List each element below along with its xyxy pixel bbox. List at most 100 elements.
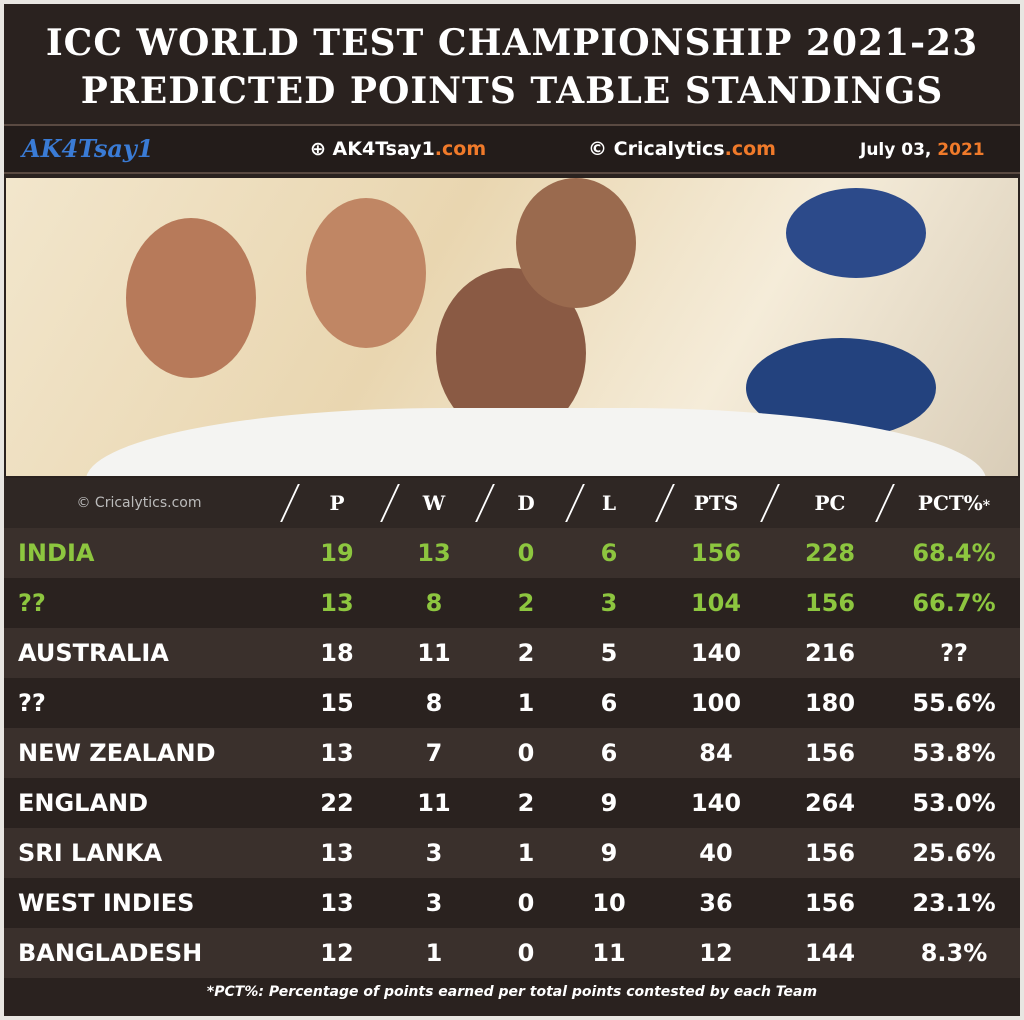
table-row: ?? 13 8 2 3 104 156 66.7% bbox=[4, 578, 1020, 628]
table-cell: 0 bbox=[517, 939, 535, 967]
table-cell: 13 bbox=[320, 889, 354, 917]
table-cell: 0 bbox=[517, 889, 535, 917]
table-cell: 228 bbox=[804, 539, 856, 567]
table-cell: 9 bbox=[600, 789, 618, 817]
column-header: L bbox=[601, 491, 617, 515]
table-row: ?? 15 8 1 6 100 180 55.6% bbox=[4, 678, 1020, 728]
table-cell: 264 bbox=[804, 789, 856, 817]
table-row: WEST INDIES 13 3 0 10 36 156 23.1% bbox=[4, 878, 1020, 928]
table-cell: 7 bbox=[425, 739, 443, 767]
table-cell: 13 bbox=[320, 739, 354, 767]
team-name: INDIA bbox=[18, 539, 95, 567]
team-name: SRI LANKA bbox=[18, 839, 163, 867]
date-day: July 03, bbox=[860, 140, 932, 160]
table-cell: 8.3% bbox=[920, 939, 988, 967]
table-row: BANGLADESH 12 1 0 11 12 144 8.3% bbox=[4, 928, 1020, 978]
table-cell: 84 bbox=[699, 739, 733, 767]
table-cell: 36 bbox=[699, 889, 733, 917]
table-cell: 12 bbox=[699, 939, 733, 967]
table-cell: 19 bbox=[320, 539, 354, 567]
table-cell: 0 bbox=[517, 739, 535, 767]
table-cell: 156 bbox=[804, 889, 856, 917]
table-cell: 9 bbox=[600, 839, 618, 867]
table-row: ENGLAND 22 11 2 9 140 264 53.0% bbox=[4, 778, 1020, 828]
table-cell: 25.6% bbox=[912, 839, 996, 867]
team-name: ?? bbox=[18, 589, 46, 617]
footnote: *PCT%: Percentage of points earned per t… bbox=[206, 984, 818, 1000]
team-name: NEW ZEALAND bbox=[18, 739, 216, 767]
table-cell: 1 bbox=[517, 839, 535, 867]
table-cell: 2 bbox=[517, 789, 535, 817]
column-header: W bbox=[422, 491, 446, 515]
table-cell: 55.6% bbox=[912, 689, 996, 717]
table-cell: 40 bbox=[699, 839, 733, 867]
table-cell: 144 bbox=[804, 939, 856, 967]
credit-symbol: © bbox=[588, 138, 607, 160]
table-row: NEW ZEALAND 13 7 0 6 84 156 53.8% bbox=[4, 728, 1020, 778]
column-header: PCT%* bbox=[917, 491, 991, 515]
table-body: INDIA 19 13 0 6 156 228 68.4%?? 13 8 2 3 104 156 66.7%… bbox=[4, 528, 1020, 980]
credit-suffix: .com bbox=[724, 138, 776, 160]
table-cell: 8 bbox=[425, 689, 443, 717]
table-cell: 8 bbox=[425, 589, 443, 617]
team-name: WEST INDIES bbox=[18, 889, 195, 917]
watermark: © Cricalytics.com bbox=[76, 495, 202, 511]
table-cell: 13 bbox=[417, 539, 451, 567]
table-cell: 2 bbox=[517, 639, 535, 667]
table-cell: 1 bbox=[517, 689, 535, 717]
column-header: P bbox=[329, 491, 345, 515]
team-name: BANGLADESH bbox=[18, 939, 203, 967]
table-cell: 3 bbox=[425, 889, 443, 917]
table-cell: 11 bbox=[417, 789, 451, 817]
table-cell: 23.1% bbox=[912, 889, 996, 917]
title-line: ICC WORLD TEST CHAMPIONSHIP 2021-23 bbox=[45, 22, 979, 64]
table-cell: ?? bbox=[940, 639, 968, 667]
table-cell: 6 bbox=[600, 739, 618, 767]
table-cell: 53.0% bbox=[912, 789, 996, 817]
table-cell: 3 bbox=[425, 839, 443, 867]
table-cell: 1 bbox=[425, 939, 443, 967]
table-cell: 11 bbox=[592, 939, 626, 967]
table-cell: 53.8% bbox=[912, 739, 996, 767]
table-header: © Cricalytics.com P W D L PTS PC PCT%* bbox=[4, 478, 1020, 528]
team-name: ENGLAND bbox=[18, 789, 149, 817]
table-row: AUSTRALIA 18 11 2 5 140 216?? bbox=[4, 628, 1020, 678]
table-cell: 66.7% bbox=[912, 589, 996, 617]
column-header: D bbox=[517, 491, 535, 515]
date-year: 2021 bbox=[937, 140, 985, 160]
table-cell: 156 bbox=[804, 739, 856, 767]
logo: AK4Tsay1 bbox=[22, 134, 154, 163]
site: ⊕ AK4Tsay1.com bbox=[310, 138, 487, 160]
table-cell: 216 bbox=[804, 639, 856, 667]
infographic: ICC WORLD TEST CHAMPIONSHIP 2021-23 PRED… bbox=[4, 4, 1020, 1016]
table-cell: 0 bbox=[517, 539, 535, 567]
team-name: ?? bbox=[18, 689, 46, 717]
table-cell: 5 bbox=[600, 639, 618, 667]
team-photo bbox=[6, 178, 1018, 476]
table-cell: 13 bbox=[320, 839, 354, 867]
table-cell: 104 bbox=[690, 589, 742, 617]
date: July 03, 2021 bbox=[860, 140, 985, 160]
table-row: SRI LANKA 13 3 1 9 40 156 25.6% bbox=[4, 828, 1020, 878]
pct-mark: * bbox=[982, 498, 991, 514]
team-name: AUSTRALIA bbox=[18, 639, 169, 667]
table-cell: 140 bbox=[690, 639, 742, 667]
table-cell: 156 bbox=[804, 589, 856, 617]
table-cell: 68.4% bbox=[912, 539, 996, 567]
table-cell: 12 bbox=[320, 939, 354, 967]
table-cell: 156 bbox=[804, 839, 856, 867]
title-line: PREDICTED POINTS TABLE STANDINGS bbox=[80, 70, 944, 112]
site-name: AK4Tsay1 bbox=[332, 138, 435, 160]
table-cell: 22 bbox=[320, 789, 354, 817]
table-row: INDIA 19 13 0 6 156 228 68.4% bbox=[4, 528, 1020, 578]
credit-name: Cricalytics bbox=[613, 138, 725, 160]
column-header: PC bbox=[814, 491, 846, 515]
table-cell: 2 bbox=[517, 589, 535, 617]
table-cell: 180 bbox=[804, 689, 856, 717]
site-suffix: .com bbox=[434, 138, 487, 160]
table-cell: 140 bbox=[690, 789, 742, 817]
table-cell: 18 bbox=[320, 639, 354, 667]
table-cell: 156 bbox=[690, 539, 742, 567]
table-cell: 100 bbox=[690, 689, 742, 717]
